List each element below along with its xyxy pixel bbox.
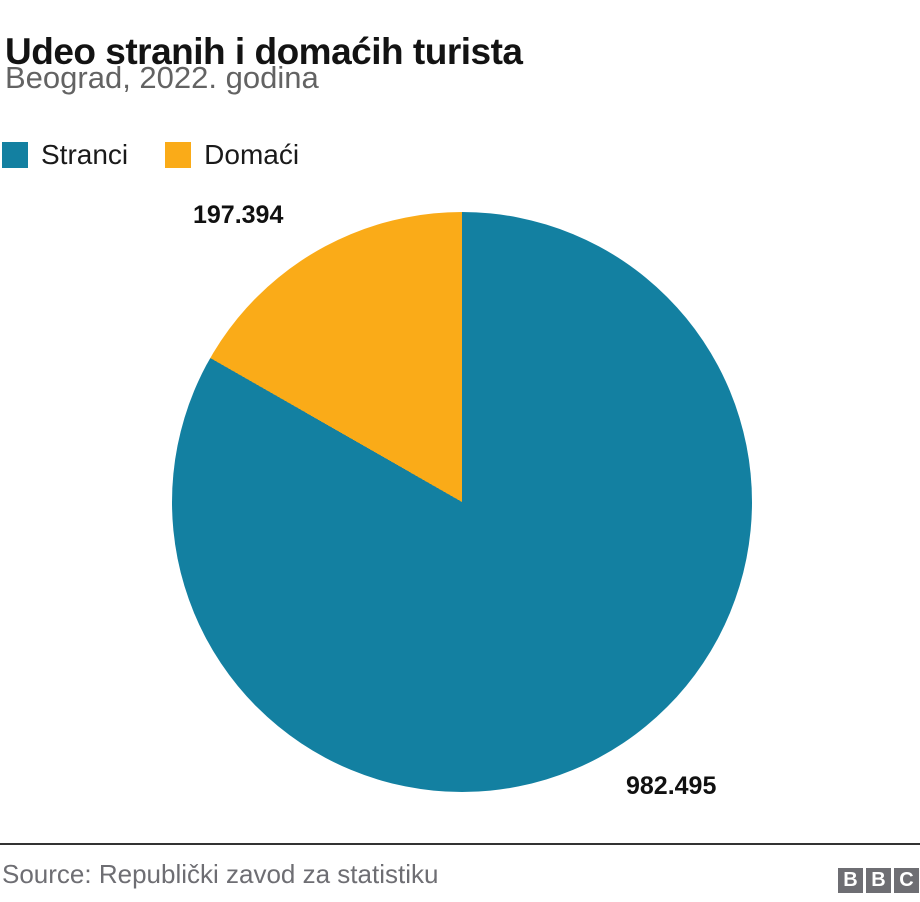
legend-swatch-stranci <box>2 142 28 168</box>
bbc-logo-block-b2: B <box>866 868 891 893</box>
bbc-logo-block-b1: B <box>838 868 863 893</box>
legend-item-stranci: Stranci <box>2 139 128 171</box>
pie-label-domaci: 197.394 <box>193 201 284 229</box>
chart-title: Udeo stranih i domaćih turista <box>5 30 523 72</box>
legend-swatch-domaci <box>165 142 192 168</box>
source-text: Source: Republički zavod za statistiku <box>2 859 439 889</box>
chart-subtitle: Beograd, 2022. godina <box>5 60 319 95</box>
legend-item-domaci: Domaći <box>165 139 299 171</box>
bbc-logo: B B C <box>838 868 919 893</box>
pie-chart <box>172 212 752 792</box>
pie-label-stranci: 982.495 <box>626 772 717 800</box>
legend-label-stranci: Stranci <box>41 139 129 170</box>
legend: Stranci Domaći <box>2 139 299 171</box>
bbc-logo-block-c: C <box>894 868 919 893</box>
legend-label-domaci: Domaći <box>204 139 300 170</box>
footer-divider <box>0 843 920 845</box>
